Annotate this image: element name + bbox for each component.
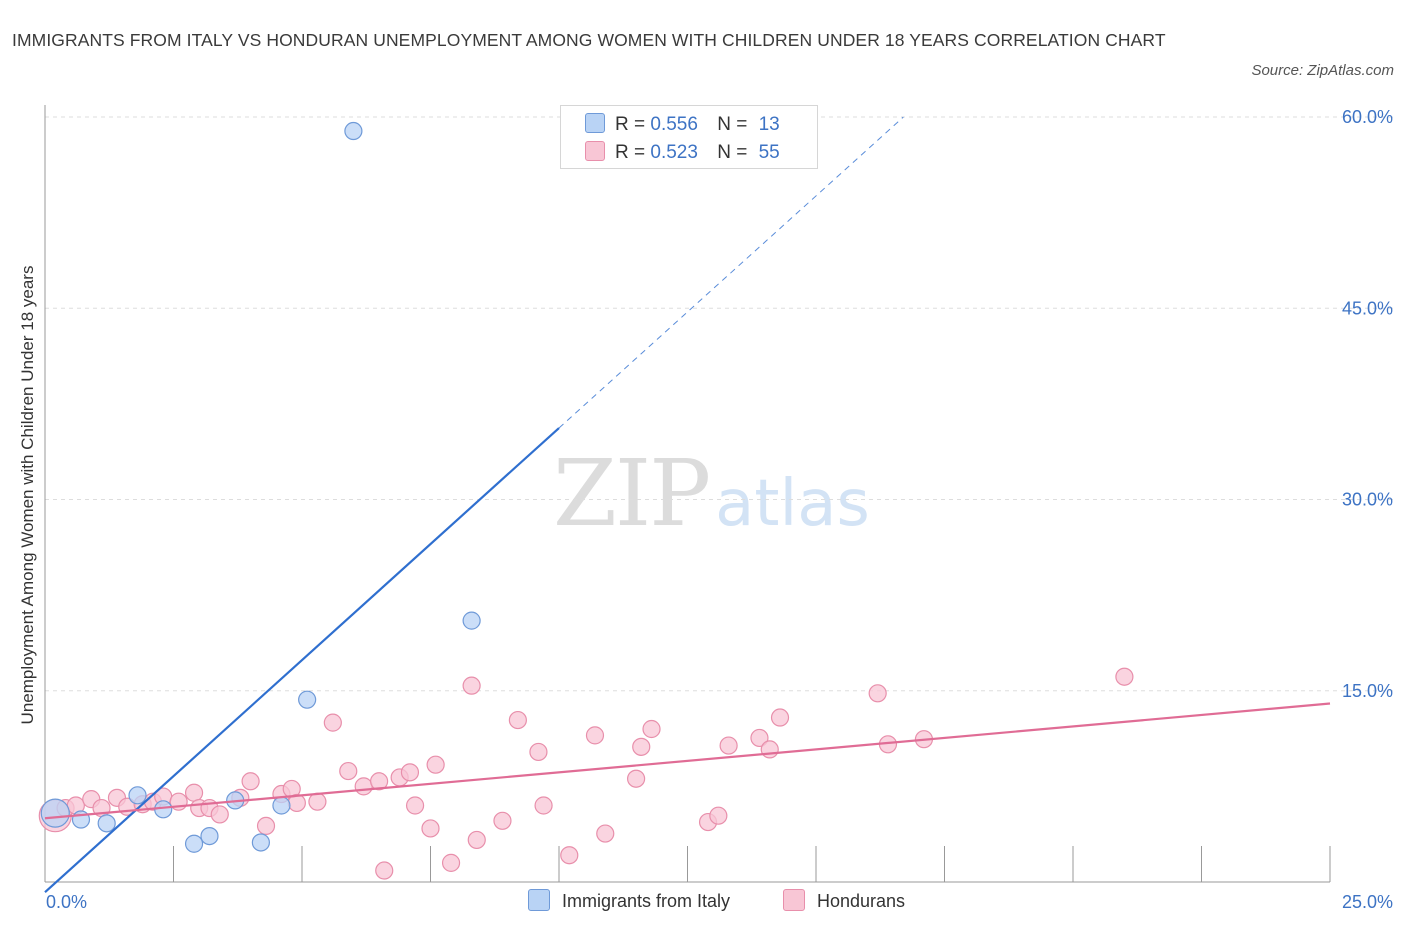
point-hondurans-50 (770, 708, 790, 727)
point-hondurans-36 (508, 710, 527, 730)
point-hondurans-28 (400, 763, 420, 782)
correlation-legend: R = 0.556 N = 13 R = 0.523 N = 55 (560, 105, 818, 169)
point-italy-2 (97, 814, 116, 833)
legend-italy-n-label: N = (717, 114, 748, 135)
series-legend: Immigrants from Italy Hondurans (0, 889, 1406, 915)
point-hondurans-24 (354, 777, 373, 796)
legend-label-italy: Immigrants from Italy (562, 891, 731, 911)
point-hondurans-32 (441, 853, 461, 872)
point-hondurans-54 (1115, 667, 1134, 686)
point-hondurans-49 (760, 740, 779, 759)
zipatlas-watermark: ZIPatlas (553, 440, 870, 547)
legend-hond-n-label: N = (717, 142, 748, 163)
point-hondurans-38 (534, 796, 553, 815)
point-hondurans-48 (750, 728, 769, 748)
point-hondurans-51 (868, 684, 887, 703)
point-hondurans-35 (493, 811, 512, 830)
point-italy-10 (298, 690, 317, 709)
point-italy-11 (344, 121, 363, 141)
point-hondurans-22 (323, 713, 342, 732)
point-hondurans-39 (560, 846, 579, 865)
point-italy-0 (40, 798, 70, 828)
y-tick-label-0: 15.0% (1342, 681, 1393, 701)
legend-italy-r-value: 0.556 (650, 114, 698, 135)
point-hondurans-37 (529, 742, 548, 762)
point-hondurans-25 (370, 772, 389, 791)
legend-row-italy: R = 0.556 N = 13 (585, 113, 780, 137)
x-tick-label-1: 25.0% (1342, 892, 1393, 912)
legend-hond-r-value: 0.523 (650, 142, 698, 163)
x-tick-label-0: 0.0% (46, 892, 87, 912)
trendline-italy-solid (44, 427, 560, 894)
point-italy-3 (128, 786, 147, 805)
y-tick-label-2: 45.0% (1342, 298, 1393, 318)
legend-swatch-italy (585, 113, 605, 133)
point-hondurans-14 (210, 805, 229, 824)
point-hondurans-47 (719, 736, 738, 755)
point-hondurans-43 (632, 737, 651, 756)
point-italy-6 (200, 826, 219, 846)
legend-italy-n-value: 13 (758, 114, 780, 135)
point-hondurans-44 (642, 719, 661, 739)
point-hondurans-23 (339, 761, 358, 781)
point-italy-5 (184, 834, 204, 853)
point-hondurans-42 (626, 769, 646, 788)
point-hondurans-34 (467, 830, 486, 850)
point-italy-12 (462, 611, 481, 630)
legend-swatch-hondurans (585, 141, 605, 161)
legend-item-hondurans[interactable]: Hondurans (783, 889, 905, 912)
point-hondurans-29 (405, 796, 425, 815)
legend-label-hondurans: Hondurans (817, 891, 906, 911)
legend-item-italy[interactable]: Immigrants from Italy (528, 889, 730, 912)
legend-hond-n-value: 55 (758, 142, 780, 163)
y-axis-label: Unemployment Among Women with Children U… (18, 265, 37, 725)
point-italy-9 (272, 796, 291, 815)
y-tick-label-3: 60.0% (1342, 107, 1393, 127)
point-hondurans-33 (462, 676, 481, 695)
trendline-hondurans (44, 702, 1331, 820)
point-hondurans-40 (585, 726, 605, 745)
point-hondurans-21 (308, 792, 327, 811)
point-hondurans-16 (241, 772, 260, 791)
point-hondurans-31 (426, 755, 445, 774)
trendline-italy-dashed (558, 116, 904, 429)
legend-hond-r-label: R = (615, 142, 646, 163)
legend-italy-r-label: R = (615, 114, 646, 135)
legend-swatch-italy-bottom (528, 889, 550, 911)
watermark-atlas: atlas (715, 467, 870, 541)
y-tick-label-1: 30.0% (1342, 490, 1393, 510)
point-hondurans-11 (184, 783, 204, 802)
legend-row-hondurans: R = 0.523 N = 55 (585, 141, 780, 165)
point-hondurans-26 (375, 861, 394, 880)
point-hondurans-30 (421, 819, 440, 838)
point-hondurans-17 (256, 816, 276, 836)
source-credit: Source: ZipAtlas.com (1251, 62, 1394, 79)
point-hondurans-41 (596, 824, 615, 843)
legend-swatch-hondurans-bottom (783, 889, 805, 911)
point-hondurans-46 (709, 806, 728, 825)
watermark-zip: ZIP (553, 440, 711, 547)
point-italy-8 (251, 833, 270, 852)
chart-title: IMMIGRANTS FROM ITALY VS HONDURAN UNEMPL… (12, 30, 1166, 50)
